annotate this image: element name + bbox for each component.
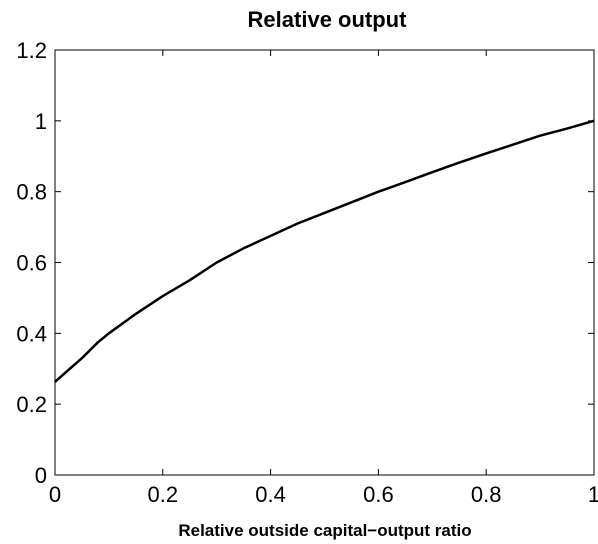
- axis-ticks: 0 0.2 0.4 0.6 0.8 1 0 0.2 0.4 0.6 0.8 1 1.2: [16, 38, 598, 507]
- y-tick-label: 1.2: [16, 38, 47, 63]
- y-tick-label: 0.2: [16, 392, 47, 417]
- x-tick-label: 0.8: [471, 482, 502, 507]
- chart-title: Relative output: [248, 7, 408, 32]
- x-axis-label: Relative outside capital−output ratio: [178, 521, 471, 540]
- y-tick-label: 0: [35, 463, 47, 488]
- series-line: [54, 119, 595, 383]
- y-tick-label: 1: [35, 109, 47, 134]
- x-tick-label: 0.4: [255, 482, 286, 507]
- x-tick-label: 0.2: [148, 482, 179, 507]
- y-tick-label: 0.6: [16, 251, 47, 276]
- x-tick-label: 0: [49, 482, 61, 507]
- series-group: [54, 119, 595, 383]
- plot-area-frame: [54, 49, 595, 476]
- x-tick-label: 0.6: [363, 482, 394, 507]
- y-tick-label: 0.8: [16, 180, 47, 205]
- x-tick-label: 1: [588, 482, 598, 507]
- y-tick-label: 0.4: [16, 321, 47, 346]
